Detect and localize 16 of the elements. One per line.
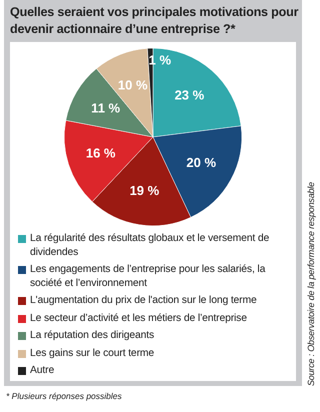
data-label: 19 %	[130, 182, 160, 198]
legend-label: La régularité des résultats globaux et le versement de dividendes	[30, 232, 270, 259]
legend-label: La réputation des dirigeants	[30, 329, 154, 342]
legend-label: L'augmentation du prix de l'action sur le long terme	[30, 294, 257, 308]
source-note: Source : Observatoire de la performance responsable	[305, 182, 317, 386]
data-label: 16 %	[86, 146, 116, 161]
legend-label: Les gains sur le court terme	[30, 346, 154, 360]
data-label: 11 %	[91, 100, 121, 116]
legend-label: Les engagements de l’entreprise pour les salariés, la société et l’environnement	[30, 263, 266, 290]
text: * Plusieurs réponses possibles	[6, 391, 122, 401]
legend-label: Le secteur d’activité et les métiers de l’entreprise	[30, 312, 247, 325]
data-label: 20 %	[186, 155, 216, 170]
chart-title: Quelles seraient vos principales motivations pour devenir actionnaire d’une entreprise ?*	[10, 4, 300, 38]
legend-label: Autre	[30, 364, 54, 378]
data-label: 10 %	[118, 77, 148, 92]
data-label: 23 %	[174, 87, 205, 102]
